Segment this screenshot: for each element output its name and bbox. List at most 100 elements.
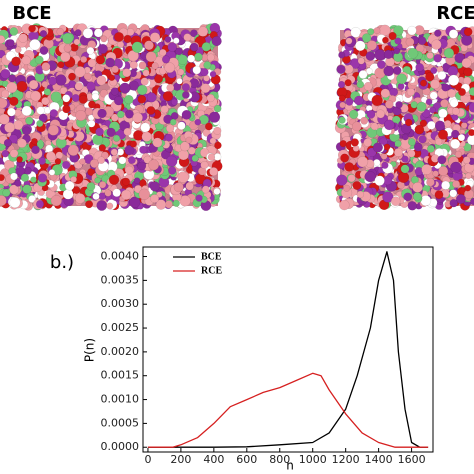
atom [181,83,190,92]
atom [41,80,49,88]
atom [85,107,94,116]
atom [463,67,473,77]
atom [192,65,202,75]
atom [195,194,203,202]
atom [427,144,435,153]
atom [60,51,71,63]
atom [86,46,95,55]
atom [0,35,6,45]
atom [206,53,215,62]
atom [173,182,184,193]
atom [407,138,416,146]
atom [21,55,31,66]
atom [59,86,68,95]
atom [122,68,132,78]
y-tick-label: 0.0010 [101,393,140,406]
atom [85,200,94,209]
atom [39,46,49,55]
atom [468,128,474,137]
atom [354,95,364,106]
atom [124,109,134,119]
atom [441,180,451,190]
atom [393,148,403,158]
atom [139,145,148,154]
atom [191,154,199,162]
atom [105,57,116,68]
atom [405,37,415,47]
atom [360,116,369,125]
atom [0,195,7,207]
atom [113,95,124,106]
atom [96,200,108,211]
atom [35,200,45,209]
atom [93,28,103,38]
atom [62,104,71,114]
atom [451,107,460,116]
atom [161,55,171,64]
atom [339,199,350,211]
atom [443,120,452,128]
atom [374,49,386,61]
atom [142,69,150,77]
atom [6,107,16,117]
y-tick-label: 0.0000 [101,440,140,453]
atom [364,170,376,183]
atom [140,122,151,133]
atom [447,74,460,86]
atom [41,62,51,72]
atom [9,96,19,106]
atom [175,47,183,56]
y-tick-label: 0.0005 [101,416,140,429]
atom [211,35,222,47]
atom [197,26,209,37]
panel-label: RCE [436,3,474,24]
atom [2,188,11,197]
atom [425,98,433,106]
atom [179,195,191,207]
atom [431,39,442,50]
atom [164,133,173,142]
atom [74,82,84,91]
atom [129,196,141,208]
atom [63,44,72,53]
atom [28,79,39,90]
atom [376,109,386,119]
atom [419,119,428,128]
atom [393,47,401,55]
atom [401,155,409,163]
atom [429,106,436,114]
atom [75,109,87,122]
atom [433,53,442,63]
x-tick-label: 600 [236,453,257,466]
atom [449,98,459,108]
atom [97,43,108,54]
atom [113,31,124,42]
atom [460,121,468,129]
atom [413,142,423,152]
x-tick-label: 400 [203,453,224,466]
simulation-snapshots [0,22,474,212]
x-tick-label: 1200 [332,453,360,466]
atom [461,57,472,69]
atom [140,77,149,86]
atom [446,88,457,98]
atom [38,157,46,166]
y-tick-label: 0.0025 [101,321,140,334]
atom [406,87,416,97]
atom [106,127,116,137]
atom [213,187,221,196]
atom [350,138,359,147]
atom [45,144,54,153]
atom [366,40,378,51]
atom [45,151,56,162]
atom [41,97,50,106]
atom [434,29,442,37]
atom [462,156,471,164]
atom [452,180,461,189]
atom [87,119,96,128]
atom [214,141,222,150]
atom [16,80,28,93]
atom [119,82,131,94]
y-axis-label: P(n) [83,338,97,362]
atom [181,109,192,120]
